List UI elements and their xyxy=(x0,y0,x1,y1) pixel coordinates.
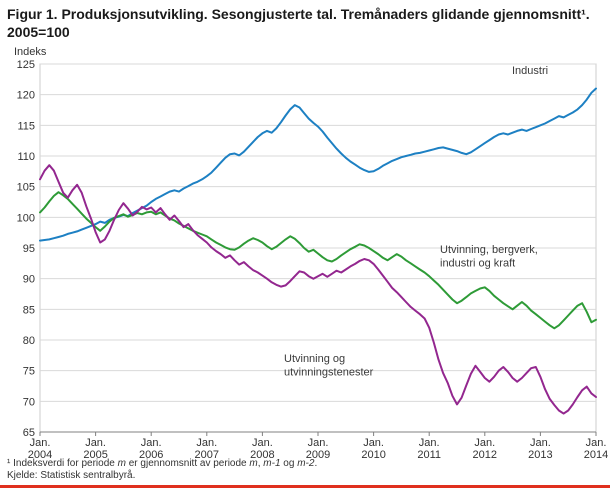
x-tick-label-month: Jan. xyxy=(474,437,495,449)
y-tick-label: 80 xyxy=(23,335,35,347)
series-label-1: Utvinning, bergverk, xyxy=(440,244,538,256)
x-tick-label-month: Jan. xyxy=(530,437,551,449)
y-tick-label: 110 xyxy=(17,151,35,163)
y-tick-label: 95 xyxy=(23,243,35,255)
y-tick-label: 65 xyxy=(23,427,35,439)
x-tick-label-year: 2011 xyxy=(417,449,441,460)
series-label-2: Utvinning og xyxy=(284,353,345,365)
x-tick-label-month: Jan. xyxy=(85,437,106,449)
x-tick-label-year: 2013 xyxy=(528,449,552,460)
y-tick-label: 70 xyxy=(23,396,35,408)
y-tick-label: 85 xyxy=(23,304,35,316)
x-tick-label-month: Jan. xyxy=(419,437,440,449)
x-tick-label-month: Jan. xyxy=(586,437,607,449)
x-tick-label-year: 2006 xyxy=(139,449,163,460)
x-tick-label-year: 2004 xyxy=(28,449,52,460)
series-label-0: Industri xyxy=(512,65,548,77)
y-tick-label: 115 xyxy=(17,120,35,132)
x-tick-label-month: Jan. xyxy=(308,437,329,449)
figure-title: Figur 1. Produksjonsutvikling. Sesongjus… xyxy=(7,6,590,41)
x-tick-label-year: 2008 xyxy=(250,449,274,460)
x-tick-label-year: 2007 xyxy=(195,449,219,460)
y-tick-label: 105 xyxy=(17,182,35,194)
y-tick-label: 100 xyxy=(17,212,35,224)
x-tick-label-month: Jan. xyxy=(363,437,384,449)
y-tick-label: 125 xyxy=(17,59,35,71)
x-tick-label-year: 2012 xyxy=(473,449,497,460)
x-tick-label-year: 2014 xyxy=(584,449,608,460)
x-tick-label-year: 2009 xyxy=(306,449,330,460)
x-tick-label-month: Jan. xyxy=(196,437,217,449)
y-tick-label: 120 xyxy=(17,90,35,102)
series-label-1: industri og kraft xyxy=(440,258,515,270)
series-label-2: utvinningstenester xyxy=(284,367,374,379)
series-line-2 xyxy=(39,164,597,415)
y-axis-title: Indeks xyxy=(14,46,47,58)
x-tick-label-year: 2005 xyxy=(83,449,107,460)
x-tick-label-month: Jan. xyxy=(252,437,273,449)
series-line-0 xyxy=(39,87,597,242)
footnote-definition: ¹ Indeksverdi for periode m er gjennomsn… xyxy=(7,458,318,469)
x-tick-label-year: 2010 xyxy=(361,449,385,460)
footnote-source: Kjelde: Statistisk sentralbyrå. xyxy=(7,470,136,481)
x-tick-label-month: Jan. xyxy=(141,437,162,449)
brand-accent-bar xyxy=(0,485,610,488)
x-tick-label-month: Jan. xyxy=(30,437,51,449)
y-tick-label: 75 xyxy=(23,366,35,378)
y-tick-label: 90 xyxy=(23,274,35,286)
